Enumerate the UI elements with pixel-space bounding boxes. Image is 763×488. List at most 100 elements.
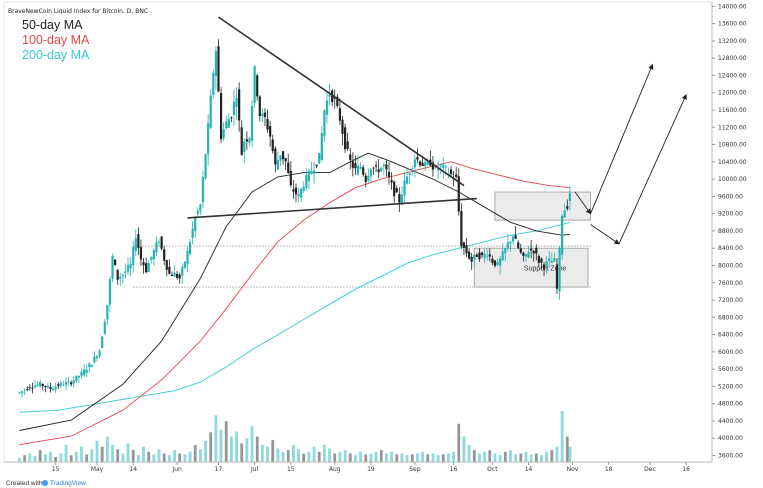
- candle-body: [382, 164, 385, 167]
- candle-body: [504, 248, 507, 254]
- candle-body: [336, 96, 339, 107]
- volume-bar: [74, 451, 78, 462]
- candle-body: [20, 391, 24, 394]
- candle-body: [207, 123, 210, 155]
- volume-bar: [333, 453, 337, 462]
- candle-body: [137, 234, 140, 248]
- volume-bar: [462, 436, 466, 462]
- candle-body: [437, 169, 440, 171]
- candle-body: [367, 176, 370, 181]
- candle-body: [152, 249, 155, 260]
- candle-body: [75, 375, 78, 382]
- volume-bar: [416, 453, 419, 462]
- volume-bar: [488, 450, 492, 462]
- candle-body: [126, 265, 130, 272]
- triangle-upper-line: [218, 16, 465, 187]
- candle-body: [18, 392, 21, 394]
- candle-body: [465, 245, 468, 254]
- volume-bar: [64, 445, 68, 462]
- candle-body: [279, 155, 282, 161]
- volume-bar: [395, 454, 399, 462]
- candle-body: [362, 167, 365, 175]
- candle-body: [519, 248, 522, 253]
- volume-bar: [281, 451, 285, 462]
- volume-bar: [245, 438, 249, 462]
- candle-body: [59, 382, 62, 386]
- candle-body: [305, 174, 308, 188]
- candle-body: [390, 179, 393, 183]
- candle-body: [188, 242, 192, 255]
- candle-body: [64, 381, 68, 385]
- y-tick-label: 7200.00: [718, 297, 743, 304]
- volume-bar: [111, 445, 114, 462]
- candle-body: [434, 166, 437, 168]
- candle-body: [222, 129, 225, 139]
- volume-bar: [105, 436, 109, 462]
- candle-body: [230, 117, 233, 119]
- ma200-line: [19, 221, 571, 413]
- y-tick-label: 12400.00: [718, 72, 747, 79]
- candle-body: [170, 274, 174, 276]
- candle-body: [245, 139, 248, 142]
- candle-body: [555, 264, 559, 289]
- volume-bar: [43, 454, 47, 462]
- volume-bar: [100, 446, 104, 462]
- candle-body: [524, 253, 528, 257]
- candle-body: [444, 166, 447, 168]
- y-tick-label: 13600.00: [718, 21, 747, 28]
- candle-body: [129, 264, 132, 269]
- candle-body: [139, 247, 143, 260]
- volume-bar: [292, 445, 295, 462]
- candle-body: [227, 118, 230, 128]
- candle-body: [212, 72, 215, 95]
- candle-body: [527, 252, 530, 258]
- y-tick-label: 10000.00: [718, 176, 747, 183]
- candle-body: [374, 165, 378, 167]
- candle-body: [31, 387, 34, 389]
- x-tick-label: 19: [367, 466, 375, 473]
- candle-body: [150, 256, 153, 261]
- candle-body: [550, 261, 553, 264]
- y-tick-label: 10400.00: [718, 159, 747, 166]
- y-tick-label: 4000.00: [718, 435, 743, 442]
- volume-bar: [452, 451, 456, 462]
- candle-body: [548, 258, 551, 261]
- trend-drawings: [187, 16, 687, 245]
- volume-bar: [147, 451, 151, 462]
- volume-bar: [431, 453, 435, 462]
- volume-bar: [560, 411, 564, 462]
- candle-body: [121, 274, 124, 277]
- candle-body: [297, 193, 300, 197]
- candle-body: [106, 304, 109, 320]
- volume-bar: [400, 453, 404, 462]
- volume-bar: [540, 455, 543, 462]
- volume-bar: [441, 454, 445, 462]
- volume-bar: [162, 453, 166, 462]
- volume-bar: [229, 436, 233, 462]
- candle-body: [439, 164, 442, 166]
- candle-body: [408, 173, 411, 175]
- volume-bar: [568, 446, 572, 462]
- candle-body: [49, 387, 52, 390]
- candle-body: [119, 277, 122, 279]
- volume-bar: [457, 423, 461, 462]
- volume-bar: [95, 440, 99, 462]
- x-tick-label: 16: [450, 466, 458, 473]
- y-tick-label: 5600.00: [718, 366, 743, 373]
- candle-body: [418, 161, 422, 166]
- x-tick-label: 15: [287, 466, 295, 473]
- candle-body: [181, 266, 184, 276]
- candle-body: [258, 96, 261, 117]
- volume-bar: [250, 426, 254, 462]
- candle-body: [540, 258, 543, 263]
- candle-body: [307, 170, 311, 182]
- volume-bar: [529, 454, 533, 462]
- candle-body: [238, 89, 241, 121]
- candle-body: [509, 241, 512, 244]
- volume-bar: [49, 451, 52, 462]
- volume-bar: [374, 451, 378, 462]
- x-tick-label: 14: [129, 466, 137, 473]
- volume-bar: [188, 451, 192, 462]
- candle-body: [499, 258, 502, 266]
- volume-bar: [28, 453, 32, 462]
